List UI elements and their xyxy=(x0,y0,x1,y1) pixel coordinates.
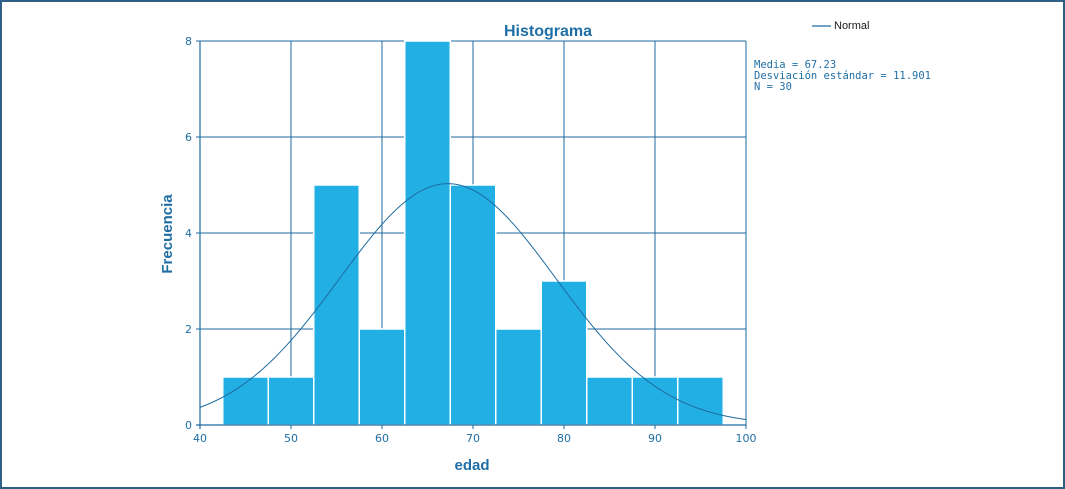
x-tick-label: 40 xyxy=(193,432,207,445)
x-axis-label: edad xyxy=(454,457,489,474)
axes xyxy=(196,40,747,429)
histogram-bar xyxy=(449,184,497,426)
normal-curve-line xyxy=(199,183,747,421)
chart-title: Histograma xyxy=(504,23,592,40)
x-tick-label: 80 xyxy=(557,432,571,445)
x-tick-label: 60 xyxy=(375,432,389,445)
y-axis-label: Frecuencia xyxy=(159,194,176,274)
histogram-bar xyxy=(586,376,633,426)
y-tick-label: 0 xyxy=(185,419,192,432)
stat-mean: Media = 67.23 xyxy=(754,59,837,71)
stat-n: N = 30 xyxy=(754,81,792,93)
x-tick-labels: 40 50 60 70 80 90 100 xyxy=(193,432,757,445)
histogram-bar xyxy=(313,184,360,426)
x-tick-label: 90 xyxy=(648,432,662,445)
histogram-bar xyxy=(540,280,588,426)
x-tick-label: 50 xyxy=(284,432,298,445)
histogram-bar xyxy=(267,376,315,426)
normal-curve xyxy=(199,183,747,421)
histogram-bar xyxy=(677,376,724,426)
y-tick-label: 8 xyxy=(185,35,192,48)
histogram-bars xyxy=(222,40,724,426)
y-tick-labels: 0 2 4 6 8 xyxy=(185,35,192,432)
y-tick-label: 4 xyxy=(185,227,192,240)
histogram-bar xyxy=(358,328,406,426)
stat-std-dev: Desviación estándar = 11.901 xyxy=(754,70,932,82)
x-tick-label: 100 xyxy=(736,432,757,445)
y-tick-label: 2 xyxy=(185,323,192,336)
legend-label-normal: Normal xyxy=(834,20,870,32)
histogram-bar xyxy=(495,328,542,426)
x-tick-label: 70 xyxy=(466,432,480,445)
histogram-bar xyxy=(631,376,679,426)
y-tick-label: 6 xyxy=(185,131,192,144)
histogram-bar xyxy=(404,40,451,426)
histogram-bar xyxy=(222,376,269,426)
